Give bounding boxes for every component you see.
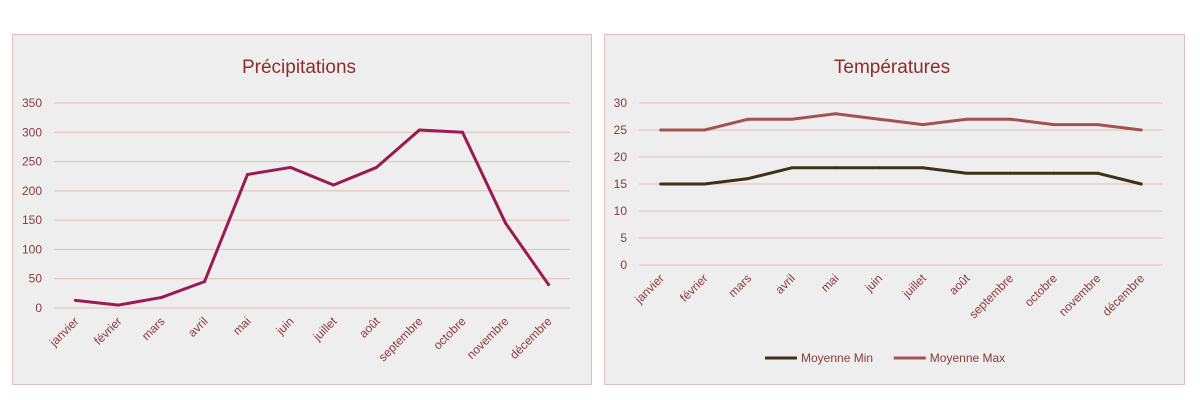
data-point	[790, 117, 794, 121]
y-tick-label: 250	[22, 155, 42, 169]
precipitation-chart-panel: Précipitations 0 50 100 150 200 250 300 350 janv…	[12, 34, 592, 385]
y-tick-label: 0	[620, 258, 627, 272]
x-tick-label: avril	[185, 314, 210, 339]
data-point	[921, 123, 925, 127]
data-point	[834, 166, 837, 170]
x-tick-label: juin	[861, 271, 885, 295]
data-point	[965, 117, 968, 121]
series-line-moyenne-min	[659, 166, 1143, 186]
data-point	[703, 128, 706, 132]
data-point	[921, 166, 925, 170]
series-line-0	[74, 128, 550, 307]
data-point	[1008, 117, 1012, 121]
x-tick-label: août	[946, 271, 973, 298]
x-tick-label: juin	[273, 314, 297, 338]
data-point	[703, 182, 706, 186]
data-point	[965, 171, 968, 175]
x-tick-label: octobre	[1022, 271, 1060, 309]
x-tick-label: juillet	[899, 271, 929, 301]
data-point	[877, 166, 881, 170]
data-point	[659, 182, 663, 186]
data-point	[746, 117, 750, 121]
legend-label: Moyenne Max	[930, 351, 1005, 365]
x-tick-label: novembre	[1056, 271, 1104, 319]
x-tick-label: octobre	[430, 314, 468, 352]
x-tick-label: février	[91, 314, 124, 347]
y-tick-label: 100	[22, 242, 42, 256]
data-point	[1139, 182, 1143, 186]
data-point	[74, 298, 77, 302]
y-tick-label: 350	[22, 96, 42, 110]
x-tick-label: novembre	[464, 314, 512, 362]
y-tick-label: 200	[22, 184, 42, 198]
y-tick-label: 25	[614, 123, 628, 137]
data-point	[375, 165, 378, 169]
data-point	[160, 295, 163, 299]
data-point	[246, 172, 249, 176]
x-tick-label: mars	[726, 271, 755, 300]
x-tick-label: juillet	[310, 314, 340, 344]
x-tick-label: janvier	[46, 314, 82, 350]
data-point	[746, 177, 750, 181]
x-tick-label: janvier	[631, 271, 667, 307]
chart-title: Températures	[834, 57, 950, 78]
y-tick-label: 150	[22, 213, 42, 227]
data-point	[1096, 123, 1099, 127]
chart-title: Précipitations	[242, 57, 356, 78]
data-point	[203, 280, 206, 284]
x-tick-label: avril	[772, 271, 797, 296]
data-point	[659, 128, 663, 132]
data-point	[504, 221, 507, 225]
y-tick-label: 30	[614, 96, 628, 110]
data-point	[547, 283, 550, 287]
x-tick-label: mai	[230, 314, 254, 338]
data-point	[117, 303, 120, 307]
y-tick-label: 300	[22, 125, 42, 139]
x-tick-label: décembre	[1100, 271, 1148, 319]
data-point	[289, 165, 292, 169]
x-tick-label: septembre	[376, 314, 426, 364]
y-tick-label: 5	[620, 231, 627, 245]
x-tick-label: août	[356, 314, 383, 341]
legend-label: Moyenne Min	[801, 351, 873, 365]
y-tick-label: 20	[614, 150, 628, 164]
data-point	[834, 112, 837, 116]
x-tick-label: février	[677, 271, 710, 304]
y-tick-label: 10	[614, 204, 628, 218]
data-point	[1139, 128, 1143, 132]
data-point	[790, 166, 794, 170]
x-tick-label: mars	[139, 314, 168, 343]
temperature-chart-panel: Températures 0 5 10 15 20 25 30 janvier février m…	[604, 34, 1185, 385]
y-tick-label: 0	[35, 301, 42, 315]
data-point	[461, 130, 464, 134]
data-point	[1096, 171, 1099, 175]
data-point	[418, 128, 421, 132]
precipitation-chart-svg: Précipitations 0 50 100 150 200 250 300 350 janv…	[22, 57, 570, 364]
data-point	[332, 183, 335, 187]
x-tick-label: septembre	[966, 271, 1016, 321]
data-point	[1052, 123, 1056, 127]
data-point	[877, 117, 881, 121]
temperature-chart-svg: Températures 0 5 10 15 20 25 30 janvier février m…	[614, 57, 1163, 365]
y-tick-label: 15	[614, 177, 628, 191]
x-tick-label: mai	[818, 271, 842, 295]
x-tick-label: décembre	[507, 314, 555, 362]
data-point	[1052, 171, 1056, 175]
y-tick-label: 50	[29, 272, 43, 286]
data-point	[1008, 171, 1012, 175]
series-line-moyenne-max	[659, 112, 1143, 132]
